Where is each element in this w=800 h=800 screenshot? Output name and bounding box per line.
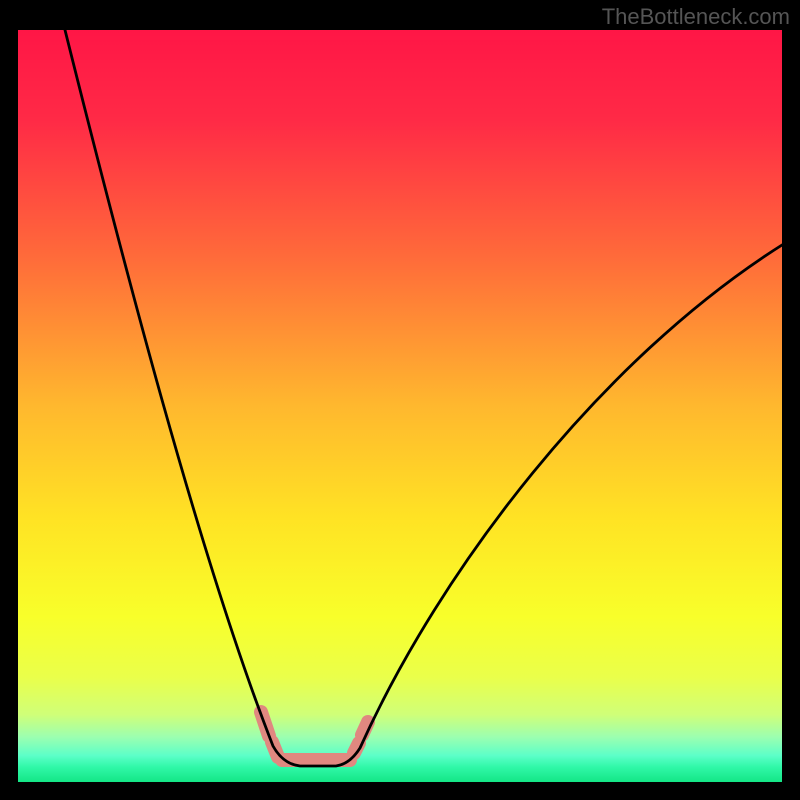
- chart-frame: TheBottleneck.com: [0, 0, 800, 800]
- watermark-text: TheBottleneck.com: [602, 4, 790, 30]
- bottleneck-chart-svg: [0, 0, 800, 800]
